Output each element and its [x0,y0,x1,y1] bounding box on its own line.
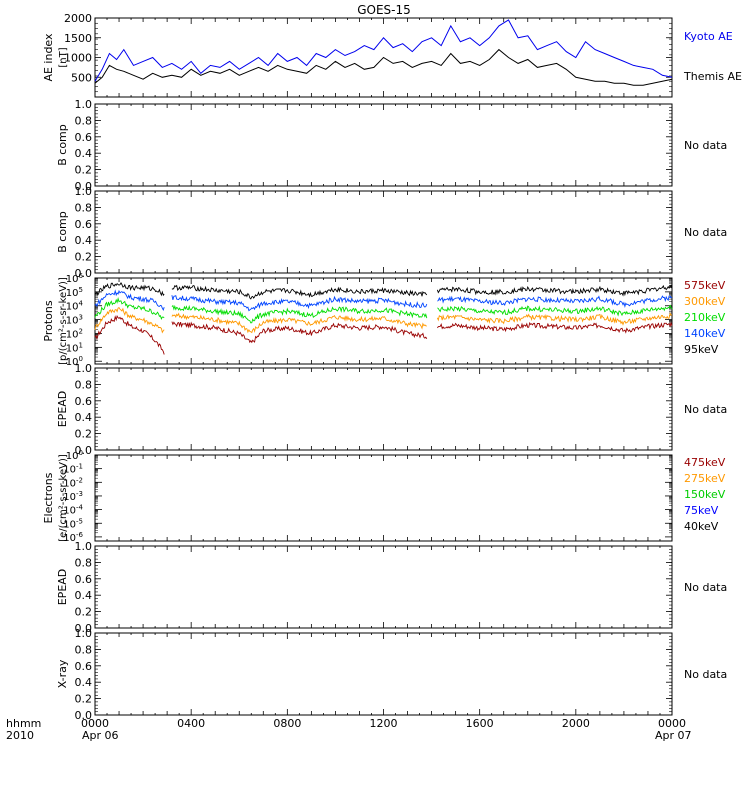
panel-stack: 2000 1500 1000 500 Kyoto AE Themis AE AE index… [42,12,742,722]
panel-xray: 1.0 0.8 0.6 0.4 0.2 0.0 X-ray No data [56,627,727,722]
panel-epead2: 1.0 0.8 0.6 0.4 0.2 0.0 EPEAD No data [56,540,727,635]
y-tick-label: 0.4 [75,411,93,424]
y-tick-label: 0.2 [75,606,93,619]
time-axis: hhmm 2010 Apr 06 Apr 07 0000 0400 0800 1200… [6,717,692,742]
y-tick-label: 0.2 [75,251,93,264]
date-end-label: Apr 07 [655,729,692,742]
y-axis-label: AE index [42,33,55,82]
panel-frame [94,545,673,629]
y-tick-label: 1000 [64,52,92,65]
no-data-label: No data [684,226,727,239]
legend-575keV: 575keV [684,279,726,292]
y-tick-label: 0.0 [75,267,93,280]
y-axis-unit-label: [p/(cm²-s-sr-keV)] [58,277,69,365]
no-data-label: No data [684,139,727,152]
time-tick-label: 0000 [81,717,109,730]
y-tick-label: 0.8 [75,556,93,569]
legend-kyoto-ae: Kyoto AE [684,30,733,43]
y-tick-label: 0.0 [75,709,93,722]
y-axis-label: B comp [56,211,69,253]
y-axis-label: Electrons [42,472,55,523]
series-line-themis-ae [94,48,673,86]
y-tick-label: 0.8 [75,201,93,214]
y-tick-label: 0.4 [75,147,93,160]
panel-frame [94,190,673,274]
y-tick-label: 0.6 [75,395,93,408]
time-tick-label: 0800 [273,717,301,730]
y-axis-label: EPEAD [56,391,69,428]
time-tick-label: 1200 [370,717,398,730]
panel-ae: 2000 1500 1000 500 Kyoto AE Themis AE AE index… [42,12,742,98]
y-axis-label: Protons [42,300,55,341]
y-tick-label: 0.6 [75,131,93,144]
figure-title: GOES-15 [357,3,411,17]
y-tick-label: 0.0 [75,444,93,457]
panel-frame [94,632,673,716]
hhmm-label: hhmm [6,717,41,730]
panel-frame [94,103,673,187]
legend-140keV: 140keV [684,327,726,340]
date-start-label: Apr 06 [82,729,119,742]
y-tick-label: 0.4 [75,234,93,247]
series-line-210keV [94,297,673,324]
series-line-575keV [94,314,673,355]
series-line-kyoto-ae [94,19,673,82]
y-tick-label: 0.0 [75,180,93,193]
y-tick-label: 0.4 [75,589,93,602]
legend-95keV: 95keV [684,343,719,356]
y-tick-label: 0.2 [75,428,93,441]
y-tick-label: 0.6 [75,573,93,586]
legend-275keV: 275keV [684,472,726,485]
y-tick-label: 2000 [64,12,92,25]
panel-b1: 1.0 0.8 0.6 0.4 0.2 0.0 B comp No data [56,98,727,193]
y-tick-label: 0.6 [75,218,93,231]
legend-300keV: 300keV [684,295,726,308]
panel-epead1: 1.0 0.8 0.6 0.4 0.2 0.0 EPEAD No data [56,362,727,457]
legend-40keV: 40keV [684,520,719,533]
legend-150keV: 150keV [684,488,726,501]
time-tick-label: 1600 [466,717,494,730]
time-tick-label: 0400 [177,717,205,730]
time-tick-label: 0000 [658,717,686,730]
y-axis-label: EPEAD [56,569,69,606]
y-tick-label: 500 [71,71,92,84]
y-tick-label: 0.2 [75,693,93,706]
y-tick-label: 0.8 [75,643,93,656]
y-tick-label: 0.6 [75,660,93,673]
legend-themis-ae: Themis AE [683,70,742,83]
no-data-label: No data [684,403,727,416]
series-line-140keV [94,289,673,312]
no-data-label: No data [684,581,727,594]
no-data-label: No data [684,668,727,681]
series-line-300keV [94,306,672,334]
y-tick-label: 1.0 [75,185,93,198]
panel-frame [94,454,673,542]
y-tick-label: 1.0 [75,362,93,375]
series-line-95keV [94,281,673,300]
y-tick-label: 1.0 [75,627,93,640]
y-tick-label: 1.0 [75,98,93,111]
legend-210keV: 210keV [684,311,726,324]
y-axis-unit-label: [nT] [58,47,69,67]
panel-electrons: 10010-110-210-310-410-510-6475keV275keV1… [42,449,726,544]
y-tick-label: 0.8 [75,114,93,127]
y-tick-label: 1.0 [75,540,93,553]
year-label: 2010 [6,729,34,742]
legend-475keV: 475keV [684,456,726,469]
y-axis-label: X-ray [56,659,69,688]
y-tick-label: 0.8 [75,378,93,391]
y-axis-label: B comp [56,124,69,166]
legend-75keV: 75keV [684,504,719,517]
panel-b2: 1.0 0.8 0.6 0.4 0.2 0.0 B comp No data [56,185,727,280]
y-tick-label: 0.0 [75,622,93,635]
time-tick-label: 2000 [562,717,590,730]
y-tick-label: 0.2 [75,164,93,177]
y-tick-label: 1500 [64,32,92,45]
y-axis-unit-label: [e/(cm²-s-sr-keV)] [58,454,69,542]
panel-protons: 106105104103102101100575keV300keV210keV1… [42,272,726,368]
y-tick-label: 0.4 [75,676,93,689]
panel-frame [94,367,673,451]
